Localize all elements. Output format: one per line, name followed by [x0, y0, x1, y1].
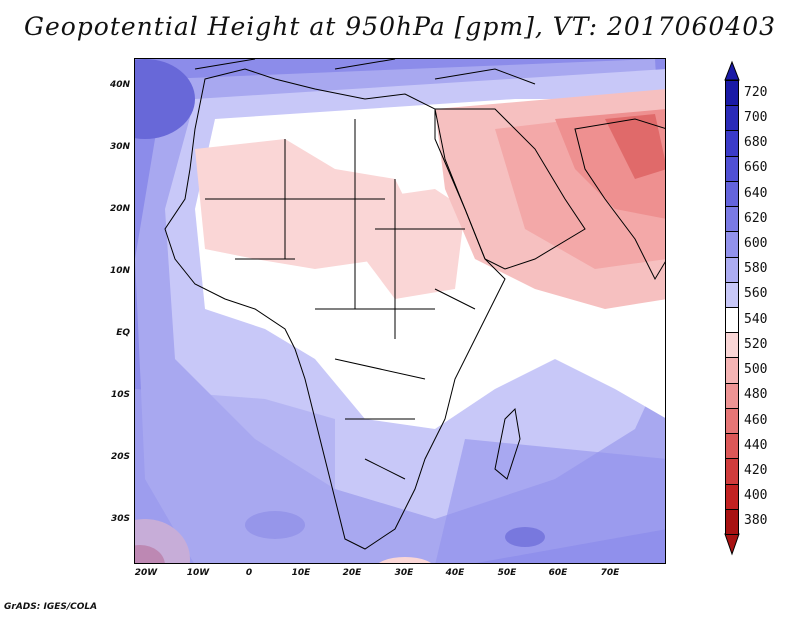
- lat-label-30n: 30N: [109, 142, 130, 152]
- colorbar-label: 380: [744, 513, 768, 529]
- colorbar-segment: [725, 508, 739, 535]
- lat-label-20n: 20N: [109, 204, 130, 214]
- colorbar-label: 720: [744, 84, 768, 100]
- colorbar-segment: [725, 433, 739, 460]
- colorbar-label: 400: [744, 488, 768, 504]
- lon-label-40e: 40E: [445, 568, 465, 578]
- colorbar-segment: [725, 307, 739, 334]
- colorbar-label: 580: [744, 261, 768, 277]
- lon-label-60e: 60E: [548, 568, 568, 578]
- lat-label-30s: 30S: [110, 514, 130, 524]
- lat-label-eq: EQ: [116, 328, 130, 338]
- lat-label-10s: 10S: [110, 390, 130, 400]
- colorbar-label: 660: [744, 160, 768, 176]
- colorbar-segment: [725, 231, 739, 258]
- lon-label-70e: 70E: [600, 568, 620, 578]
- colorbar-segment: [725, 407, 739, 435]
- lat-label-20s: 20S: [110, 452, 130, 462]
- colorbar-label: 640: [744, 185, 768, 201]
- colorbar-segment: [725, 180, 739, 208]
- colorbar-segment: [725, 80, 739, 107]
- colorbar-segment: [725, 130, 739, 157]
- colorbar-segment: [725, 155, 739, 182]
- colorbar-label: 460: [744, 412, 768, 428]
- colorbar-label: 440: [744, 437, 768, 453]
- colorbar-bottom-arrow: [724, 533, 740, 556]
- colorbar-label: 700: [744, 109, 768, 125]
- colorbar-segment: [725, 382, 739, 409]
- map-title: Geopotential Height at 950hPa [gpm], VT:…: [23, 12, 777, 41]
- lon-label-20e: 20E: [342, 568, 362, 578]
- lon-label-30e: 30E: [394, 568, 414, 578]
- colorbar-label: 600: [744, 235, 768, 251]
- geopotential-field: [135, 59, 665, 563]
- lat-label-10n: 10N: [109, 266, 130, 276]
- colorbar-top-arrow: [724, 60, 740, 81]
- colorbar-segment: [725, 256, 739, 283]
- lon-label-10w: 10W: [186, 568, 210, 578]
- colorbar-segment: [725, 105, 739, 132]
- lat-label-40n: 40N: [109, 80, 130, 90]
- colorbar-label: 420: [744, 462, 768, 478]
- colorbar-segment: [725, 206, 739, 233]
- colorbar-label: 500: [744, 362, 768, 378]
- colorbar-label: 480: [744, 387, 768, 403]
- colorbar-label: 620: [744, 210, 768, 226]
- colorbar-label: 680: [744, 135, 768, 151]
- lon-label-10e: 10E: [291, 568, 311, 578]
- colorbar-segment: [725, 483, 739, 510]
- colorbar-segment: [725, 357, 739, 384]
- colorbar-segment: [725, 281, 739, 308]
- colorbar-label: 540: [744, 311, 768, 327]
- credit-text: GrADS: IGES/COLA: [4, 602, 98, 612]
- lon-label-20w: 20W: [134, 568, 158, 578]
- colorbar-label: 560: [744, 286, 768, 302]
- colorbar-label: 520: [744, 336, 768, 352]
- lon-label-0: 0: [245, 568, 253, 578]
- map-panel[interactable]: [134, 58, 666, 564]
- colorbar-segment: [725, 332, 739, 359]
- lon-label-50e: 50E: [497, 568, 517, 578]
- colorbar-segment: [725, 458, 739, 485]
